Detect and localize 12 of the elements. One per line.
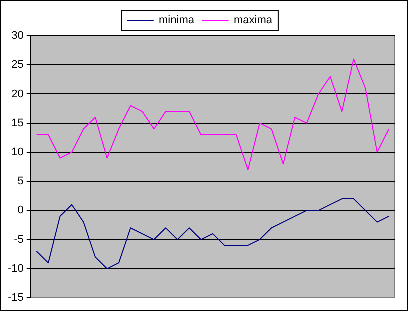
y-tick-label: 15	[12, 117, 24, 130]
legend-label: maxima	[234, 14, 274, 27]
y-tick-label: 0	[18, 204, 24, 217]
y-tick-label: -5	[14, 234, 24, 246]
legend-label: minima	[159, 14, 196, 27]
y-tick-label: 20	[12, 88, 24, 100]
y-tick-label: 30	[12, 30, 24, 42]
y-tick-label: -10	[8, 262, 24, 275]
y-tick-label: 10	[12, 146, 24, 158]
y-tick-label: -15	[8, 292, 24, 304]
y-tick-label: 25	[12, 59, 24, 72]
y-tick-label: 5	[18, 176, 24, 188]
